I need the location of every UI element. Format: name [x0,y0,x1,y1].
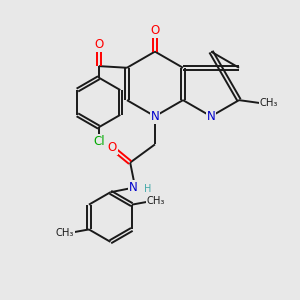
Text: CH₃: CH₃ [56,228,74,238]
Text: O: O [150,24,160,37]
Text: H: H [144,184,152,194]
Text: N: N [151,110,159,123]
Text: O: O [107,141,117,154]
Text: O: O [94,38,104,51]
Text: Cl: Cl [93,135,105,148]
Text: CH₃: CH₃ [147,196,165,206]
Text: N: N [129,181,138,194]
Text: N: N [207,110,215,123]
Text: CH₃: CH₃ [260,98,278,108]
